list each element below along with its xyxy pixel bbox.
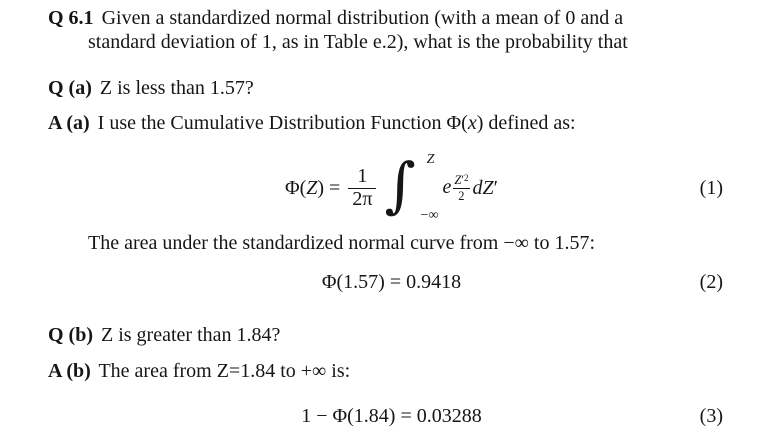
q61-line2: standard deviation of 1, as in Table e.2… [48,30,735,54]
phi-function-open: Φ( [446,112,468,134]
eq1-exp-var: Z [454,173,462,188]
equation-3-row: 1 − Φ(1.84) = 0.03288 (3) [48,403,735,429]
eq1-differential: dZ′ [473,177,499,200]
question-b-label: Q (b) [48,324,93,346]
question-a: Q (a) Z is less than 1.57? [48,76,735,100]
answer-b-label: A (b) [48,360,91,382]
equation-1-number: (1) [699,177,723,199]
equation-1-row: Φ(Z) = 1 2π ∫ Z −∞ e Z′2 2 dZ′ (1) [48,151,735,225]
eq1-fraction-numerator: 1 [357,164,368,187]
equation-2-body: Φ(1.57) = 0.9418 [321,270,462,293]
eq1-equals: ) = [317,176,341,199]
question-a-text: Z is less than 1.57? [99,77,254,99]
integral-upper-limit: Z [426,152,435,167]
eq1-fraction-denominator: 2π [348,187,377,211]
eq1-exponent-numerator: Z′2 [453,173,470,189]
q61-label: Q 6.1 [48,7,94,29]
eq1-exponent-fraction: Z′2 2 [453,173,470,203]
eq1-exp-prime: ′ [461,173,465,188]
answer-a-text-after: ) defined as: [476,112,576,134]
eq1-differential-var: dZ [472,176,494,199]
answer-a-label: A (a) [48,112,90,134]
integral-lower-limit: −∞ [420,208,439,223]
area-sentence: The area under the standardized normal c… [48,231,735,255]
equation-2-row: Φ(1.57) = 0.9418 (2) [48,269,735,295]
question-a-label: Q (a) [48,77,92,99]
q61-text-line1: Given a standardized normal distribution… [101,7,624,29]
question-b-text: Z is greater than 1.84? [101,324,281,346]
eq1-phi-open: Φ( [284,176,307,199]
eq1-differential-prime: ′ [493,176,499,199]
q61-line1: Q 6.1 Given a standardized normal distri… [48,6,735,30]
question-b: Q (b) Z is greater than 1.84? [48,323,735,347]
eq1-fraction: 1 2π [348,164,377,211]
eq1-e-base: e [442,176,452,199]
document-content: Q 6.1 Given a standardized normal distri… [48,6,735,429]
eq1-phi-var: Z [306,176,318,199]
phi-function-var: x [467,112,477,134]
answer-a: A (a) I use the Cumulative Distribution … [48,111,735,135]
area-sentence-text: The area under the standardized normal c… [88,232,596,254]
eq1-exponent-denominator: 2 [458,188,465,203]
equation-2-number: (2) [699,271,723,293]
answer-b-text: The area from Z=1.84 to +∞ is: [98,360,351,382]
eq1-lhs: Φ(Z) = [285,177,340,200]
eq1-exponential: e Z′2 2 [442,173,470,203]
eq1-exp-square: 2 [464,173,469,184]
answer-a-text: I use the Cumulative Distribution Functi… [97,112,442,134]
equation-3-number: (3) [699,405,723,427]
eq1-integral: ∫ Z −∞ [380,151,440,225]
integral-sign: ∫ [384,150,416,221]
equation-1: Φ(Z) = 1 2π ∫ Z −∞ e Z′2 2 dZ′ [285,151,498,225]
answer-b: A (b) The area from Z=1.84 to +∞ is: [48,359,735,383]
equation-3-body: 1 − Φ(1.84) = 0.03288 [301,404,482,427]
q61-text-line2: standard deviation of 1, as in Table e.2… [88,31,628,53]
